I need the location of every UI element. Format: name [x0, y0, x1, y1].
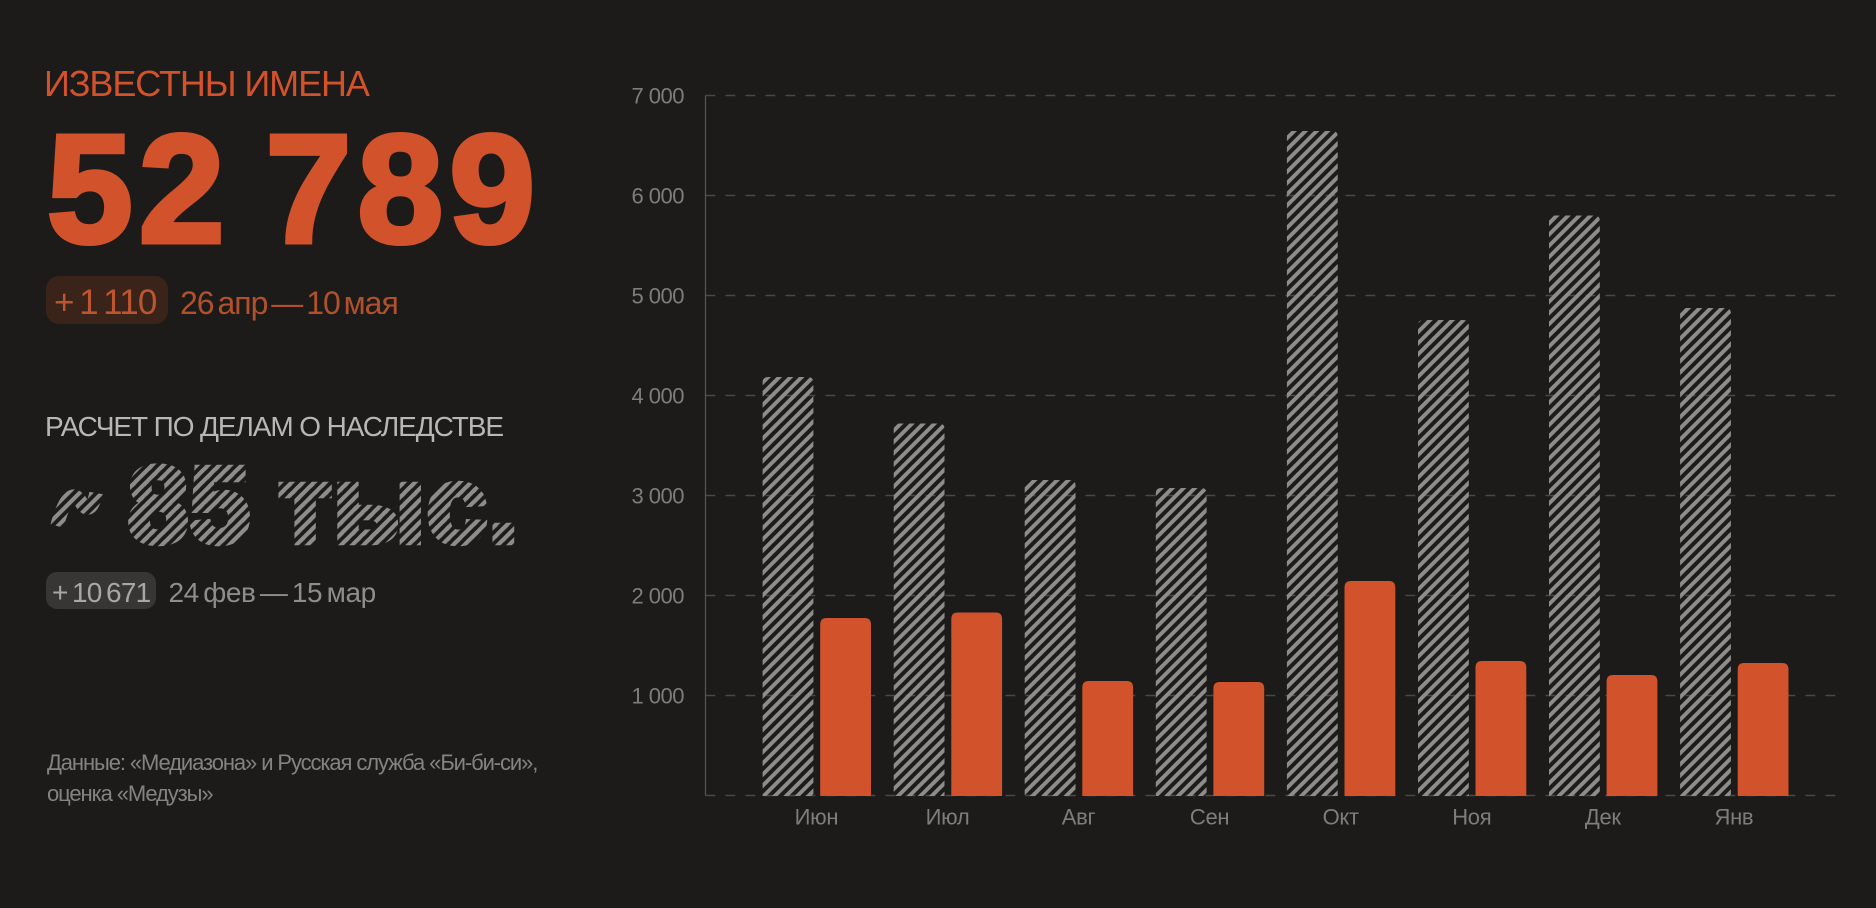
svg-text:1 000: 1 000 — [631, 684, 684, 709]
svg-text:Дек: Дек — [1585, 805, 1622, 830]
svg-text:Июл: Июл — [926, 805, 970, 830]
svg-text:85 тыс.: 85 тыс. — [128, 444, 520, 565]
svg-text:Июн: Июн — [795, 805, 839, 830]
svg-text:4 000: 4 000 — [631, 384, 684, 409]
svg-text:6 000: 6 000 — [631, 184, 684, 209]
svg-text:Окт: Окт — [1323, 805, 1359, 830]
svg-text:2 000: 2 000 — [631, 584, 684, 609]
svg-text:3 000: 3 000 — [631, 484, 684, 509]
svg-text:Ноя: Ноя — [1452, 805, 1491, 830]
svg-text:Сен: Сен — [1190, 805, 1229, 830]
svg-text:7 000: 7 000 — [631, 84, 684, 109]
svg-text:Авг: Авг — [1062, 805, 1096, 830]
svg-text:Янв: Янв — [1714, 805, 1753, 830]
svg-text:5 000: 5 000 — [631, 284, 684, 309]
